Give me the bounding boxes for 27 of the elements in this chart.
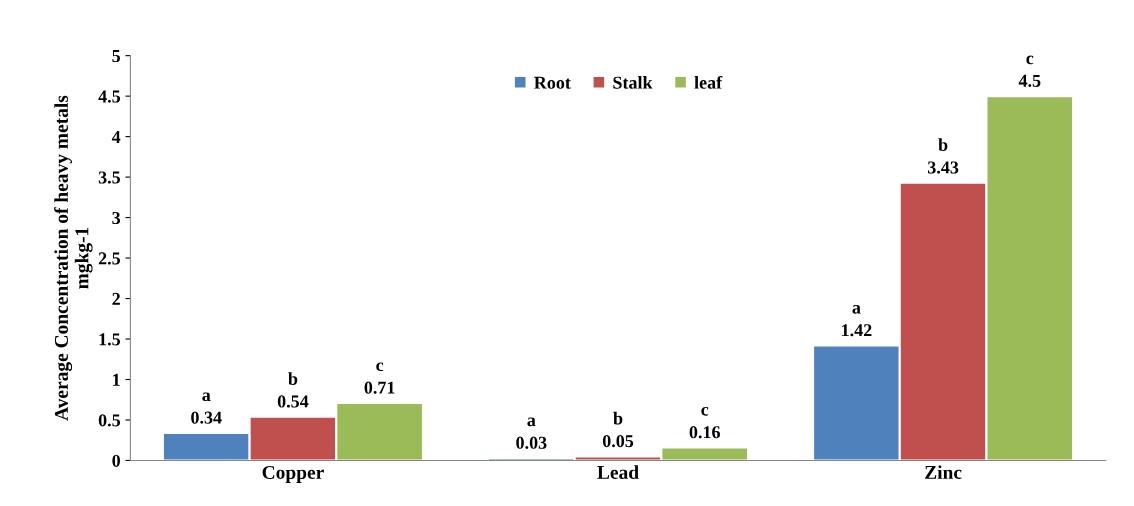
legend-label: leaf xyxy=(694,75,723,89)
data-label: b 0.54 xyxy=(277,372,309,408)
data-label: c 0.16 xyxy=(689,406,720,439)
y-tick-label: 3 xyxy=(112,211,121,225)
y-tick-label: 5 xyxy=(112,50,121,63)
y-tick-label: 4 xyxy=(111,131,121,143)
data-label: a 0.03 xyxy=(516,417,547,449)
y-tick-label: 2 xyxy=(112,292,120,305)
y-tick-label: 3.5 xyxy=(98,171,121,184)
data-label: a 1.42 xyxy=(842,304,872,337)
y-tick-label: 0 xyxy=(112,454,120,467)
data-label: b 0.05 xyxy=(602,411,634,448)
x-tick-label: Copper xyxy=(262,465,324,483)
x-tick-label: Zinc xyxy=(925,465,962,479)
x-tick-label: Lead xyxy=(597,465,639,480)
y-tick-label: 0.5 xyxy=(98,414,121,427)
data-label: c 4.5 xyxy=(1018,55,1041,87)
legend-label: Root xyxy=(534,76,571,89)
data-label: c 0.71 xyxy=(364,362,395,394)
y-axis-title: Average Concentration of heavy metals mgkg-1 xyxy=(54,95,93,421)
y-tick-label: 2.5 xyxy=(98,252,121,265)
legend-label: Stalk xyxy=(613,76,653,89)
y-tick-label: 1 xyxy=(113,373,120,386)
data-label: a 0.34 xyxy=(191,392,222,424)
data-label: b 3.43 xyxy=(927,138,959,174)
y-tick-label: 4.5 xyxy=(98,90,121,103)
y-tick-label: 1.5 xyxy=(99,333,121,346)
